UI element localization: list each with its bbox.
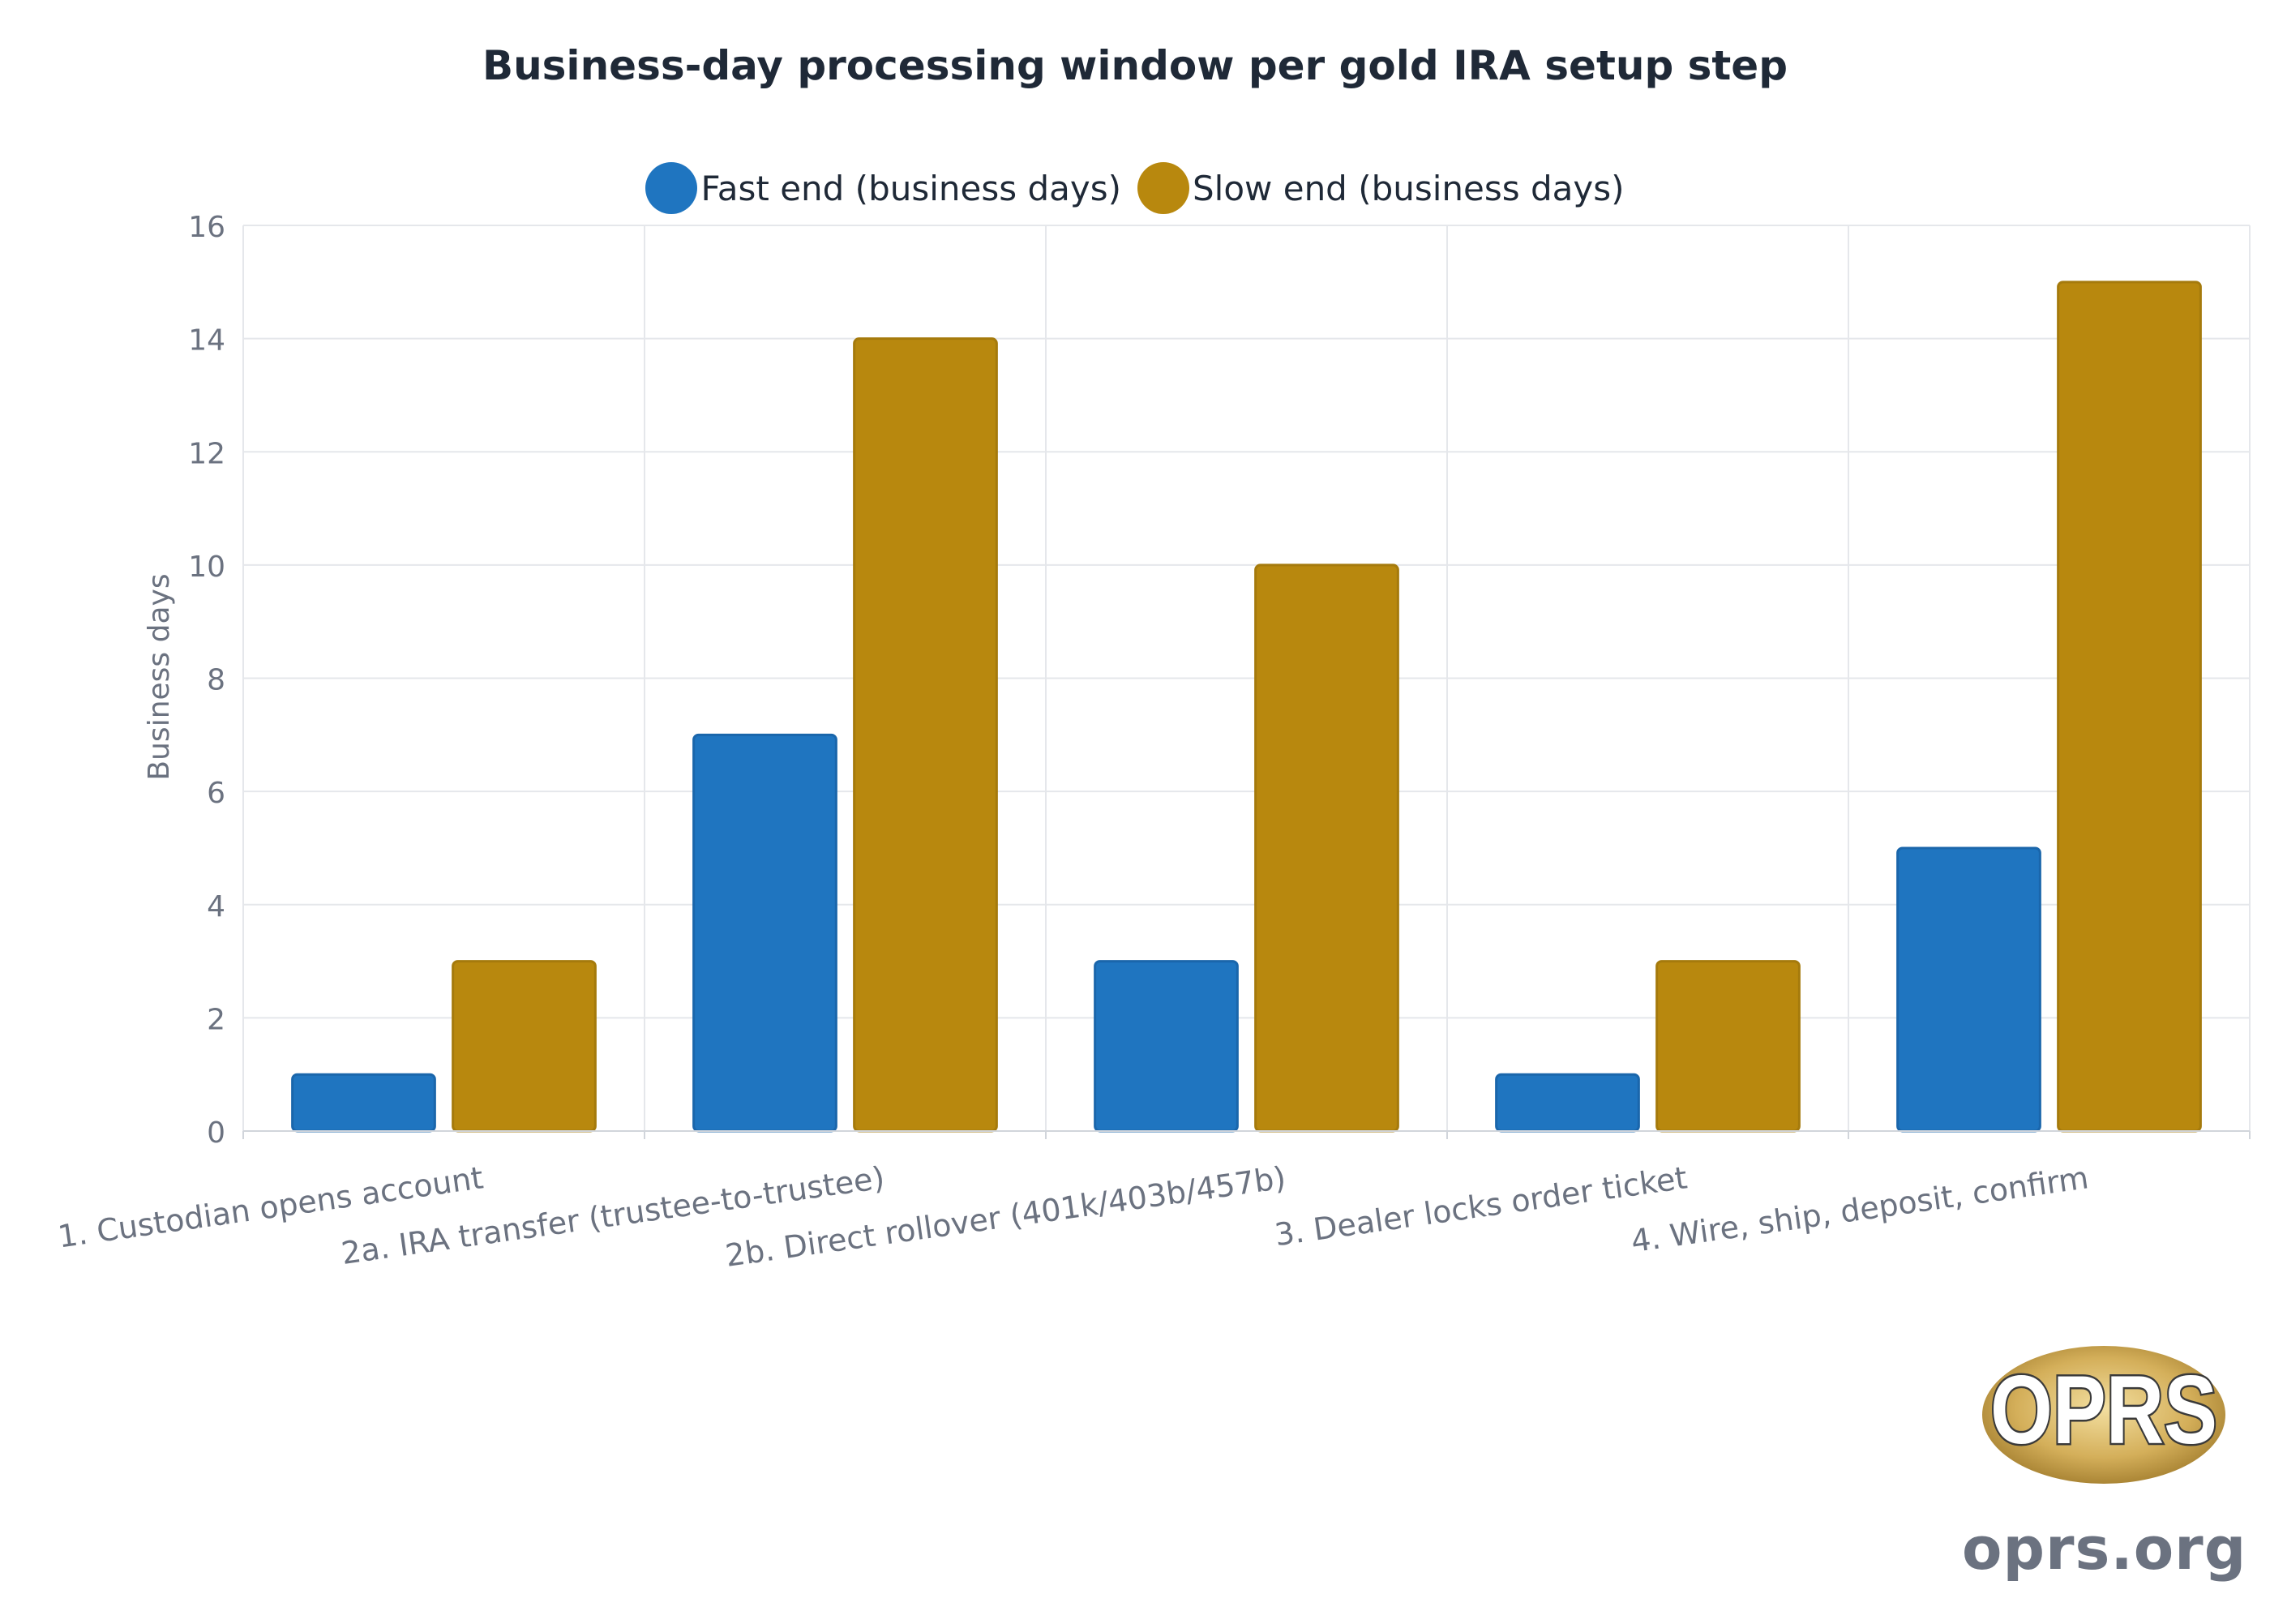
y-tick-label: 2 xyxy=(207,1003,225,1036)
oprs-logo: OPRS xyxy=(1982,1346,2225,1484)
bar-fast[interactable] xyxy=(692,733,837,1133)
y-tick-label: 10 xyxy=(188,551,225,584)
y-tick-label: 4 xyxy=(207,890,225,923)
legend-item-slow[interactable]: Slow end (business days) xyxy=(1137,162,1625,214)
x-tick-label: 4. Wire, ship, deposit, confirm xyxy=(1629,1159,2091,1259)
legend-item-fast[interactable]: Fast end (business days) xyxy=(645,162,1121,214)
y-axis-title: Business days xyxy=(143,573,176,780)
bar-slow[interactable] xyxy=(2057,281,2202,1133)
y-tick-label: 14 xyxy=(188,324,225,358)
y-tick-label: 12 xyxy=(188,437,225,470)
bar-slow[interactable] xyxy=(1254,563,1399,1133)
bar-fast[interactable] xyxy=(1896,846,2041,1133)
y-tick-label: 8 xyxy=(207,664,225,697)
bar-slow[interactable] xyxy=(452,960,597,1133)
chart-title: Business-day processing window per gold … xyxy=(482,42,1788,89)
legend: Fast end (business days) Slow end (busin… xyxy=(0,162,2270,214)
logo-text: OPRS xyxy=(1990,1356,2217,1464)
x-tick-label: 3. Dealer locks order ticket xyxy=(1272,1159,1689,1253)
bar-slow[interactable] xyxy=(1655,960,1801,1133)
bar-slow[interactable] xyxy=(853,337,998,1133)
y-tick-label: 6 xyxy=(207,777,225,810)
legend-swatch-slow xyxy=(1137,162,1189,214)
grid xyxy=(242,225,2251,1132)
bar-fast[interactable] xyxy=(291,1073,436,1133)
y-tick-label: 0 xyxy=(207,1116,225,1150)
bar-fast[interactable] xyxy=(1495,1073,1640,1133)
bars xyxy=(291,281,2202,1133)
y-tick-label: 16 xyxy=(188,211,225,244)
legend-swatch-fast xyxy=(645,162,698,214)
legend-label-slow: Slow end (business days) xyxy=(1193,168,1625,208)
legend-label-fast: Fast end (business days) xyxy=(700,168,1121,208)
site-label: oprs.org xyxy=(1962,1515,2247,1583)
bar-fast[interactable] xyxy=(1094,960,1239,1133)
